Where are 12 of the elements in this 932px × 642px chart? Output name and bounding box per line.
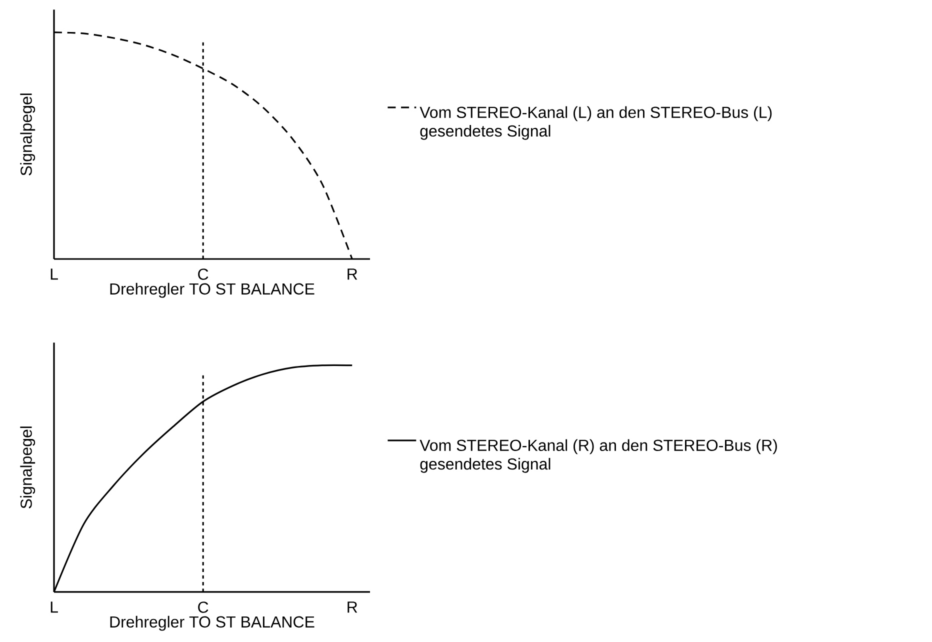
x-tick-label: L <box>50 268 58 280</box>
x-tick-label: C <box>198 602 208 613</box>
y-axis-title: Signalpegel <box>20 94 36 176</box>
x-tick-label: R <box>348 602 358 613</box>
x-axis-title: Drehregler TO ST BALANCE <box>110 616 314 631</box>
legend-label: Vom STEREO-Kanal (L) an den STEREO-Bus (L) gesendetes Signal <box>420 106 772 140</box>
x-tick-label: L <box>50 602 58 613</box>
x-tick-label: C <box>198 268 208 280</box>
legend-label: Vom STEREO-Kanal (R) an den STEREO-Bus (R) gesendetes Signal <box>420 439 777 473</box>
x-tick-label: R <box>348 268 358 280</box>
x-axis-title: Drehregler TO ST BALANCE <box>110 282 314 298</box>
y-axis-title: Signalpegel <box>20 426 36 508</box>
